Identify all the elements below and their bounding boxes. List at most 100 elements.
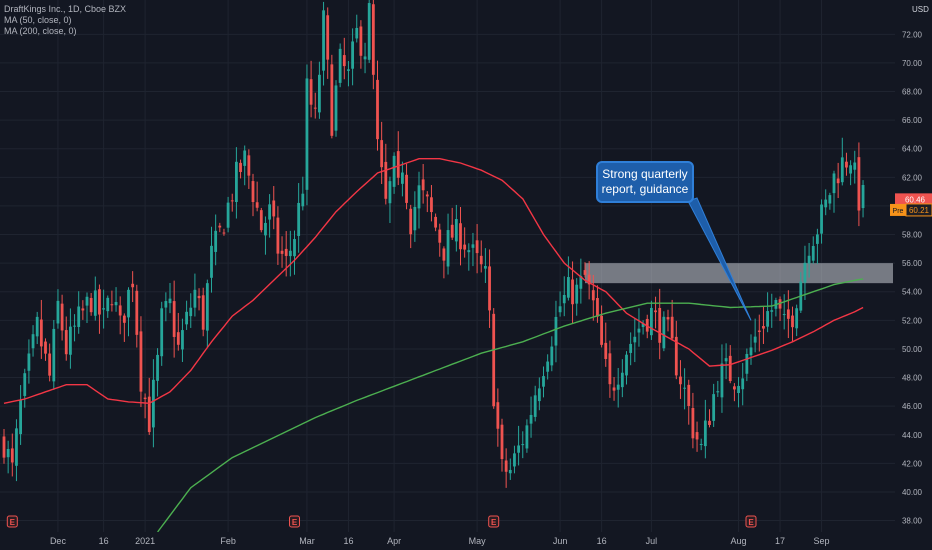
candle-body bbox=[114, 302, 118, 306]
candle-body bbox=[64, 330, 68, 355]
candle-body bbox=[753, 336, 757, 343]
price-tick-label: 38.00 bbox=[902, 517, 923, 526]
candle-body bbox=[23, 373, 27, 396]
price-tick-label: 68.00 bbox=[902, 88, 923, 97]
candle-body bbox=[853, 162, 857, 170]
candle-body bbox=[741, 378, 745, 390]
candle-body bbox=[733, 386, 736, 390]
candle-body bbox=[446, 230, 450, 267]
earnings-marker: E bbox=[745, 515, 757, 528]
candle-body bbox=[376, 79, 379, 140]
candle-body bbox=[168, 298, 172, 304]
candle-body bbox=[757, 330, 761, 332]
candle-body bbox=[679, 376, 682, 385]
annotation-callout[interactable]: Strong quarterly report, guidance bbox=[596, 161, 694, 203]
chart-title: DraftKings Inc., 1D, Cboe BZX bbox=[4, 4, 127, 14]
candle-body bbox=[641, 323, 645, 328]
candle-body bbox=[239, 162, 242, 172]
candle-body bbox=[500, 424, 504, 460]
candle-body bbox=[703, 420, 707, 447]
candle-body bbox=[31, 334, 35, 349]
candle-body bbox=[401, 172, 404, 184]
candle-body bbox=[355, 27, 359, 39]
legend-ma200[interactable]: MA (200, close, 0) bbox=[4, 26, 77, 36]
price-tick-label: 52.00 bbox=[902, 316, 923, 325]
candle-body bbox=[205, 283, 209, 331]
candle-body bbox=[176, 332, 180, 345]
candle-body bbox=[309, 79, 313, 105]
candle-body bbox=[513, 453, 516, 467]
candle-body bbox=[811, 246, 815, 261]
candle-body bbox=[122, 315, 126, 323]
candle-body bbox=[625, 354, 628, 376]
candle-body bbox=[803, 262, 807, 283]
candle-body bbox=[807, 255, 811, 264]
candle-body bbox=[413, 206, 417, 231]
candle-body bbox=[152, 379, 155, 428]
candle-body bbox=[81, 308, 85, 311]
price-tick-label: 40.00 bbox=[902, 488, 923, 497]
candle-body bbox=[537, 388, 541, 402]
candle-body bbox=[629, 343, 633, 353]
candle-body bbox=[255, 202, 259, 208]
candle-body bbox=[259, 210, 263, 231]
candle-body bbox=[85, 296, 89, 306]
candle-body bbox=[687, 384, 691, 407]
candle-body bbox=[591, 290, 595, 301]
candle-body bbox=[110, 304, 114, 306]
candle-body bbox=[197, 295, 201, 299]
candle-body bbox=[359, 26, 363, 56]
candle-body bbox=[181, 330, 184, 350]
candle-body bbox=[442, 248, 446, 261]
candle-body bbox=[546, 361, 550, 372]
candle-body bbox=[189, 307, 193, 317]
candle-body bbox=[293, 239, 296, 257]
candle-body bbox=[305, 78, 309, 190]
candle-body bbox=[708, 420, 711, 425]
candle-body bbox=[504, 460, 508, 472]
currency-label[interactable]: USD bbox=[912, 5, 929, 14]
candle-body bbox=[832, 173, 836, 194]
candle-body bbox=[417, 185, 421, 209]
candle-body bbox=[409, 208, 413, 235]
candle-body bbox=[342, 55, 346, 67]
candle-body bbox=[384, 161, 388, 199]
candle-body bbox=[525, 425, 529, 449]
candle-body bbox=[276, 217, 280, 254]
candle-body bbox=[243, 150, 247, 166]
current-price-label: 60.46 bbox=[905, 195, 926, 204]
candle-body bbox=[658, 307, 662, 343]
candle-body bbox=[301, 193, 305, 207]
earnings-marker-box bbox=[289, 515, 300, 528]
candle-body bbox=[160, 308, 164, 357]
candle-body bbox=[579, 275, 583, 289]
candle-body bbox=[193, 289, 197, 308]
time-axis[interactable]: Dec 16 2021 Feb Mar 16 Apr May Jun 16 Jul Aug 17 Sep bbox=[0, 532, 895, 550]
candle-body bbox=[56, 300, 60, 324]
candle-body bbox=[467, 250, 471, 253]
candle-body bbox=[10, 448, 14, 463]
earnings-marker-box bbox=[6, 515, 18, 528]
price-tick-label: 48.00 bbox=[902, 374, 923, 383]
candle-body bbox=[728, 355, 732, 382]
legend-ma50[interactable]: MA (50, close, 0) bbox=[4, 15, 72, 25]
candle-body bbox=[782, 314, 786, 316]
candle-body bbox=[15, 428, 18, 466]
price-axis[interactable]: 38.00 40.00 42.00 44.00 46.00 48.00 50.00 52.00… bbox=[895, 0, 932, 550]
candle-body bbox=[562, 294, 566, 304]
candle-body bbox=[284, 248, 288, 256]
candle-body bbox=[845, 161, 848, 168]
earnings-marker-box bbox=[745, 515, 757, 528]
earnings-marker: E bbox=[289, 515, 300, 528]
candle-body bbox=[496, 402, 500, 429]
candle-body bbox=[596, 298, 599, 317]
time-tick-label: Feb bbox=[220, 536, 236, 546]
candle-body bbox=[650, 307, 653, 336]
time-tick-label: Apr bbox=[387, 536, 401, 546]
candle-body bbox=[60, 303, 64, 331]
candle-body bbox=[608, 353, 612, 385]
time-axis-bg bbox=[0, 532, 895, 550]
candle-body bbox=[521, 444, 525, 446]
time-tick-label: 2021 bbox=[135, 536, 155, 546]
